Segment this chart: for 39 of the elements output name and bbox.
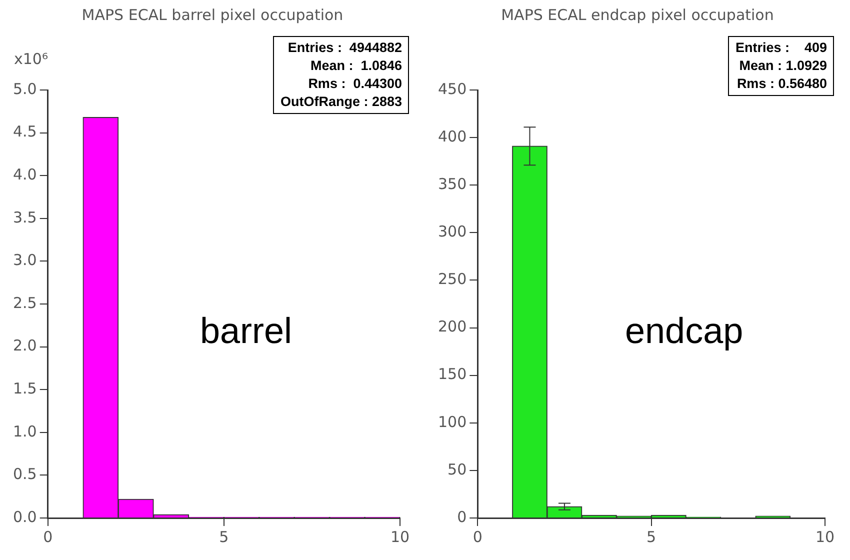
y-tick-label: 100 bbox=[438, 412, 467, 431]
y-tick-label: 2.0 bbox=[12, 336, 37, 355]
text: Entries : 4944882 bbox=[286, 39, 402, 57]
text: Mean : 1.0929 bbox=[738, 57, 827, 75]
annotation: barrel bbox=[200, 310, 292, 352]
y-tick-label: 0 bbox=[457, 508, 467, 526]
y-tick-label: 150 bbox=[438, 365, 467, 384]
y-tick-label: 2.5 bbox=[12, 294, 37, 312]
text: Mean : 1.0846 bbox=[309, 57, 402, 75]
x-tick-label: 10 bbox=[815, 528, 835, 546]
y-tick-label: 4.5 bbox=[12, 122, 37, 141]
annotation: OutOfRange : 2883 bbox=[280, 93, 402, 111]
y-tick-label: 3.5 bbox=[12, 208, 37, 226]
text: Entries : 409 bbox=[735, 39, 827, 57]
x-tick-label: 10 bbox=[390, 528, 410, 546]
y-tick-label: 5.0 bbox=[12, 80, 37, 98]
y-tick-label: 300 bbox=[438, 222, 467, 241]
x-tick-label: 0 bbox=[472, 528, 482, 546]
y-tick-label: 350 bbox=[438, 175, 467, 193]
chart-title: MAPS ECAL barrel pixel occupation bbox=[80, 6, 344, 24]
y-tick-label: 1.0 bbox=[12, 422, 37, 440]
y-tick-label: 0.5 bbox=[12, 465, 37, 484]
y-tick-label: 3.0 bbox=[12, 251, 37, 270]
y-tick-label: 450 bbox=[438, 80, 467, 98]
annotation: endcap bbox=[625, 310, 744, 352]
y-tick-label: 50 bbox=[448, 460, 467, 478]
y-axis-title: x10⁶ bbox=[14, 50, 48, 68]
x-tick-label: 5 bbox=[646, 528, 656, 546]
chart-title: MAPS ECAL endcap pixel occupation bbox=[500, 6, 775, 24]
x-tick-label: 5 bbox=[219, 528, 229, 546]
annotation: Rms : 0.56480 bbox=[736, 75, 827, 93]
y-tick-label: 200 bbox=[438, 318, 467, 336]
y-tick-label: 400 bbox=[438, 127, 467, 146]
y-tick-label: 1.5 bbox=[12, 379, 37, 398]
y-tick-label: 4.0 bbox=[12, 165, 37, 184]
y-tick-label: 0.0 bbox=[12, 508, 37, 526]
y-tick-label: 250 bbox=[438, 270, 467, 288]
annotation: Rms : 0.44300 bbox=[307, 75, 402, 93]
x-tick-label: 0 bbox=[43, 528, 53, 546]
